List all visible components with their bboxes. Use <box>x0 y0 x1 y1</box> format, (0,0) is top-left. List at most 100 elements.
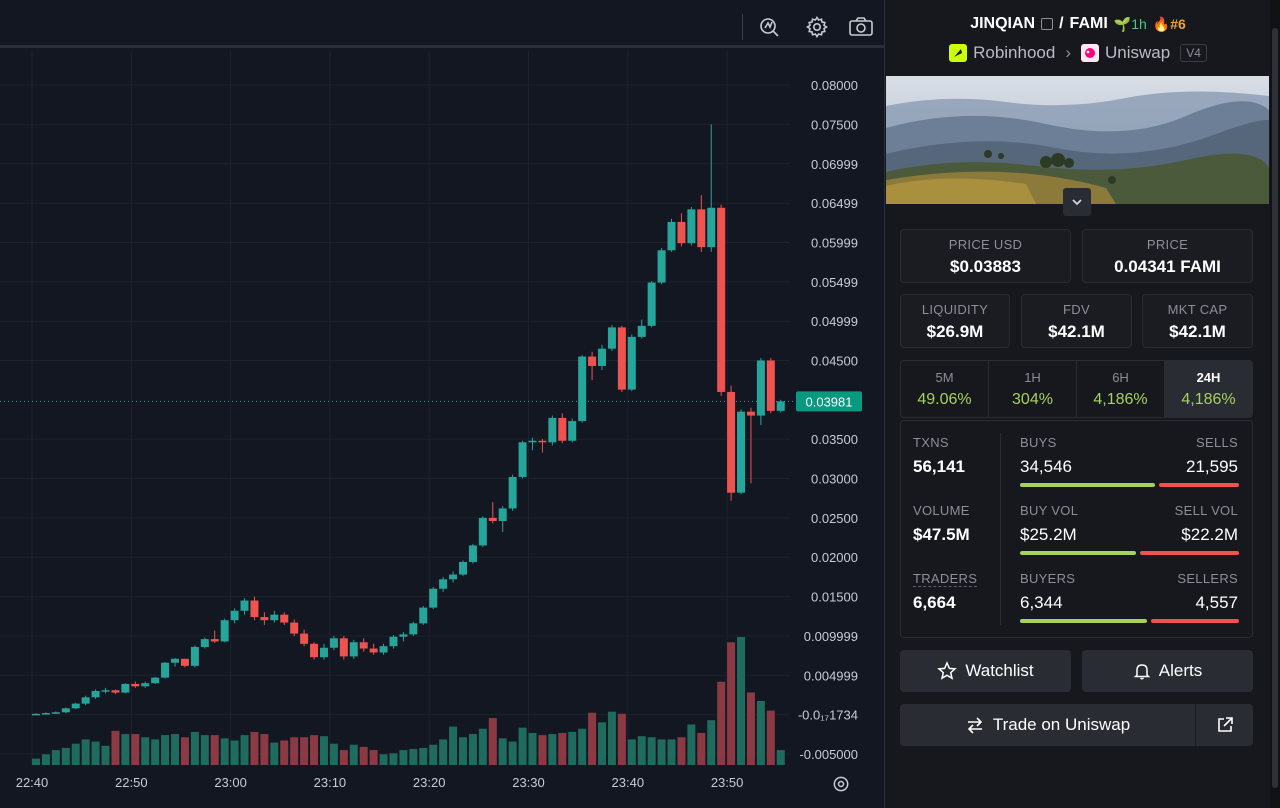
volume-bar <box>578 728 587 765</box>
volume-bar <box>180 737 189 765</box>
candle-body <box>319 647 328 658</box>
volume-bar <box>697 733 706 765</box>
base-token: JINQIAN <box>970 15 1036 32</box>
candle-body <box>230 610 239 621</box>
version-badge: V4 <box>1180 44 1207 62</box>
candle-body <box>389 636 398 647</box>
sell-vol-label: SELL VOL <box>1174 503 1238 518</box>
candle-body <box>270 614 279 621</box>
y-tick-label: 0.03500 <box>811 432 858 447</box>
x-tick-label: 23:00 <box>214 775 247 790</box>
volume-bar <box>458 737 467 765</box>
tab-5m[interactable]: 5M 49.06% <box>901 361 989 417</box>
candle-body <box>151 677 160 684</box>
buy-vol-label: BUY VOL <box>1020 503 1079 518</box>
volume-bar <box>468 734 477 765</box>
tab-1h[interactable]: 1H 304% <box>989 361 1077 417</box>
dex-name[interactable]: Uniswap <box>1105 43 1171 62</box>
volume-bar <box>359 746 368 765</box>
candle-body <box>766 360 775 411</box>
price-chart[interactable]: 22:40 22:50 23:00 23:10 23:20 23:30 23:40 23:50… <box>0 51 884 808</box>
timeframe-tabs: 5M 49.06% 1H 304% 6H 4,186% 24H 4,186% <box>900 360 1253 418</box>
y-tick-label: 0.04500 <box>811 353 858 368</box>
copy-icon[interactable] <box>1041 18 1054 30</box>
panel-scrollbar[interactable] <box>1270 0 1280 808</box>
gear-icon[interactable] <box>802 12 832 42</box>
buys-label: BUYS <box>1020 435 1057 450</box>
candle-body <box>647 282 656 326</box>
collapse-banner-button[interactable] <box>1063 188 1091 216</box>
candle-body <box>290 622 299 634</box>
candle-body <box>101 690 110 692</box>
y-tick-label: 0.07500 <box>811 117 858 132</box>
price-value: 0.04341 FAMI <box>1114 257 1221 276</box>
volume-bar <box>71 743 80 765</box>
volume-value: $47.5M <box>913 525 970 544</box>
current-price-tag <box>796 391 862 412</box>
candle-body <box>677 221 686 244</box>
candle-body <box>32 713 40 716</box>
volume-bar <box>707 720 716 765</box>
candle-body <box>240 600 249 611</box>
indicator-icon[interactable] <box>755 12 785 42</box>
age-badge: 🌱1h <box>1113 15 1147 32</box>
candle-body <box>300 633 309 644</box>
candle-body <box>91 691 100 698</box>
volume-bar <box>210 735 219 765</box>
candle-body <box>617 327 626 390</box>
volume-bar <box>151 739 160 765</box>
volume-bar <box>300 737 309 765</box>
uniswap-logo-icon <box>1081 44 1100 62</box>
y-tick-label: 0.08000 <box>811 78 858 93</box>
watchlist-button[interactable]: Watchlist <box>900 650 1071 692</box>
y-tick-label: -0.0₁₇1734 <box>798 708 858 723</box>
change-5m: 49.06% <box>917 391 972 408</box>
mktcap-value: $42.1M <box>1169 322 1226 341</box>
candle-body <box>578 356 587 422</box>
candle-body <box>598 348 607 366</box>
traders-value: 6,664 <box>913 593 956 612</box>
y-tick-label: -0.005000 <box>799 747 858 762</box>
candle-body <box>478 517 487 546</box>
volume-bar <box>280 740 289 765</box>
camera-icon[interactable] <box>846 12 876 42</box>
candle-body <box>528 440 537 443</box>
trade-on-uniswap-button[interactable]: Trade on Uniswap <box>900 704 1253 746</box>
candle-body <box>121 683 130 693</box>
volume-bar <box>588 712 597 765</box>
candle-body <box>81 697 90 704</box>
volume-bar <box>746 692 755 765</box>
rank-badge: 🔥#6 <box>1152 15 1186 32</box>
candle-body <box>488 517 497 522</box>
y-tick-label: 0.06499 <box>811 196 858 211</box>
chart-area[interactable]: 22:40 22:50 23:00 23:10 23:20 23:30 23:40 23:50… <box>0 0 884 808</box>
chart-settings-icon[interactable] <box>828 771 854 797</box>
volume-bar <box>111 730 120 765</box>
chain-name[interactable]: Robinhood <box>973 43 1056 62</box>
y-tick-label: 0.009999 <box>804 629 858 644</box>
mktcap-label: MKT CAP <box>1167 302 1228 317</box>
candle-body <box>429 588 438 608</box>
alerts-button[interactable]: Alerts <box>1082 650 1253 692</box>
sell-vol-bar <box>1140 551 1239 555</box>
volume-bar <box>91 741 100 765</box>
candle-body <box>707 207 716 248</box>
tab-24h[interactable]: 24H 4,186% <box>1165 361 1252 417</box>
volume-bar <box>756 701 765 765</box>
candle-body <box>449 574 458 580</box>
sells-bar <box>1159 483 1239 487</box>
token-banner-image <box>886 76 1269 204</box>
volume-bar <box>568 731 577 765</box>
volume-bar <box>478 728 487 765</box>
candle-body <box>111 690 120 693</box>
tab-6h[interactable]: 6H 4,186% <box>1077 361 1165 417</box>
volume-bar <box>329 743 338 765</box>
pair-title: JINQIAN / FAMI 🌱1h 🔥#6 <box>885 15 1271 33</box>
volume-bar <box>349 744 358 765</box>
volume-bar <box>270 742 279 765</box>
robinhood-logo-icon <box>949 44 968 62</box>
candle-body <box>379 646 388 653</box>
external-link-icon[interactable] <box>1195 704 1253 746</box>
sellers-label: SELLERS <box>1177 571 1238 586</box>
volume-bar <box>429 744 438 765</box>
